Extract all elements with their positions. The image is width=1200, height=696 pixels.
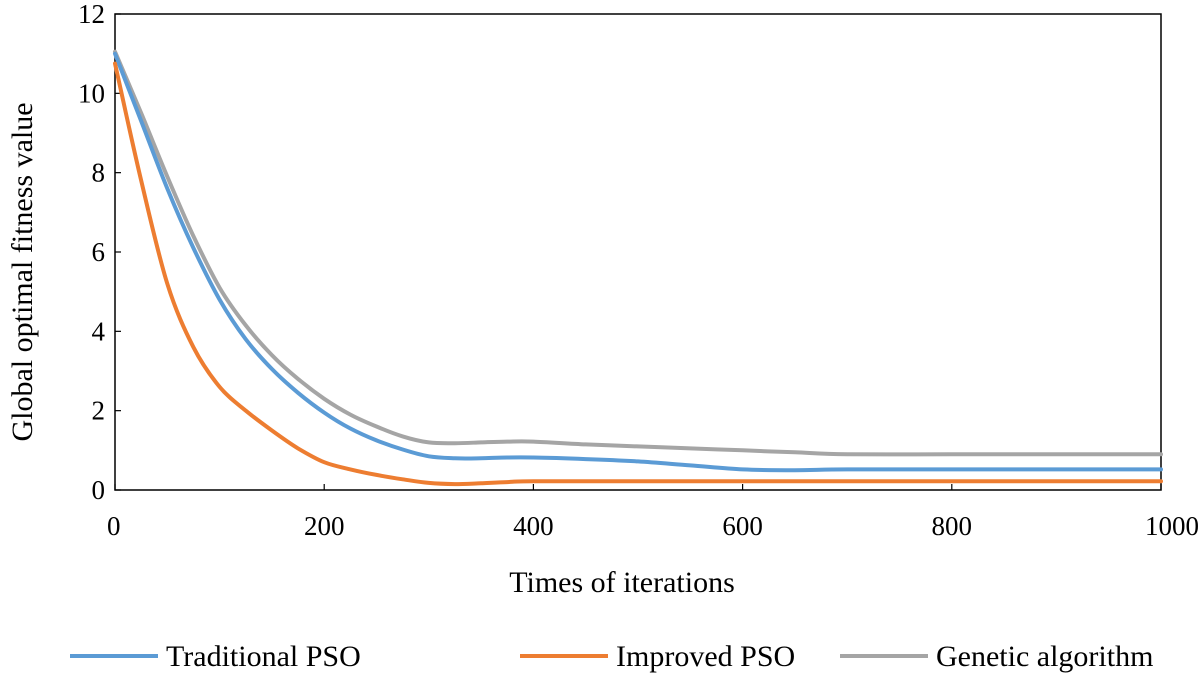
plot-area [114,13,1162,491]
y-tick-label: 6 [92,237,106,267]
x-tick-label: 400 [513,511,554,541]
y-axis-title: Global optimal fitness value [6,102,39,441]
legend-label: Genetic algorithm [936,640,1153,673]
series-line-genetic-algorithm [113,49,1163,457]
y-tick-label: 4 [92,316,106,346]
x-tick-label: 800 [932,511,973,541]
series-line-improved-pso [113,61,1163,487]
x-tick-label: 1000 [1145,511,1199,541]
x-axis-title: Times of iterations [509,566,735,599]
y-tick-label: 2 [92,396,106,426]
y-tick-label: 0 [92,475,106,505]
x-tick-label: 600 [722,511,763,541]
x-tick-label: 200 [304,511,345,541]
x-tick-label: 0 [107,511,121,541]
x-axis-ticks: 0 200 400 600 800 1000 [107,484,1199,541]
y-tick-label: 12 [78,0,105,29]
y-axis-ticks: 0 2 4 6 8 10 12 [78,0,121,505]
legend: Traditional PSO Improved PSO Genetic algor… [70,640,1153,673]
y-tick-label: 8 [92,158,106,188]
series-line-traditional-pso [113,51,1163,473]
series-lines [113,49,1163,487]
y-tick-label: 10 [78,78,105,108]
legend-label: Improved PSO [616,640,795,673]
legend-label: Traditional PSO [166,640,361,673]
